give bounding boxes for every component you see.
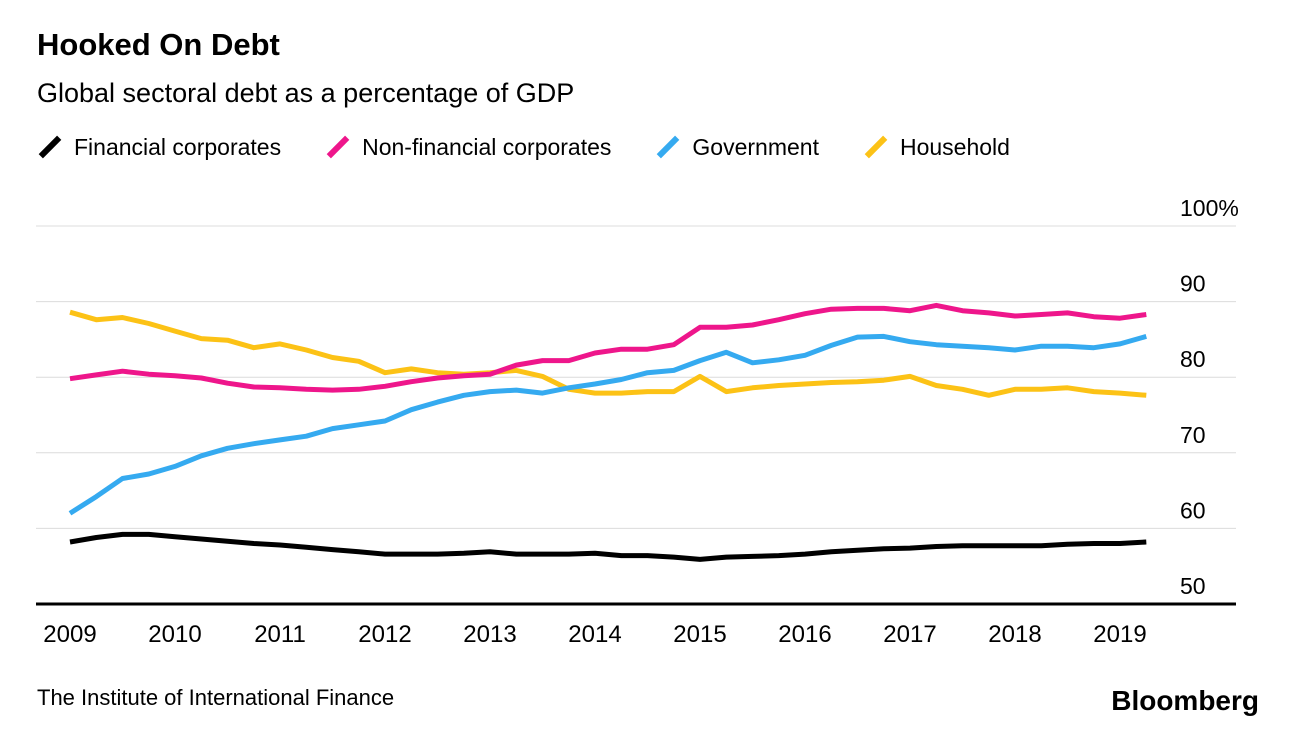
legend: Financial corporates Non-financial corpo… — [37, 130, 1259, 164]
x-axis-tick-label: 2014 — [568, 621, 621, 648]
series-line-government — [68, 333, 1147, 516]
chart-title: Hooked On Debt — [37, 27, 280, 62]
y-axis-tick-label: 50 — [1180, 573, 1206, 599]
chart-footer: The Institute of International Finance B… — [0, 659, 1296, 717]
x-axis-tick-label: 2016 — [778, 621, 831, 648]
legend-label: Government — [692, 133, 819, 160]
bloomberg-logo: Bloomberg — [1111, 685, 1259, 716]
line-swatch-icon — [325, 134, 351, 160]
legend-item-non-financial-corporates: Non-financial corporates — [325, 134, 611, 161]
series-line-non-financial-corporates — [69, 302, 1147, 393]
legend-item-household: Household — [863, 134, 1010, 161]
x-axis-tick-label: 2012 — [358, 621, 411, 648]
chart-header: Hooked On Debt Global sectoral debt as a… — [0, 0, 1296, 164]
line-swatch-icon — [863, 134, 889, 160]
legend-label: Financial corporates — [74, 133, 282, 160]
line-chart: 50 60 70 80 90 100% 2009 2010 2011 2012 2013 2014 20… — [36, 195, 1239, 648]
line-swatch-icon — [37, 134, 63, 160]
y-axis-tick-label: 80 — [1180, 346, 1206, 372]
x-axis-tick-label: 2013 — [463, 621, 516, 648]
chart-subtitle: Global sectoral debt as a percentage of … — [37, 78, 575, 108]
x-axis-tick-label: 2011 — [254, 621, 306, 648]
series-line-financial-corporates — [69, 531, 1147, 562]
series-line-household — [69, 309, 1147, 398]
legend-label: Non-financial corporates — [362, 133, 612, 160]
y-axis-tick-label: 60 — [1180, 497, 1206, 523]
source-label: The Institute of International Finance — [37, 685, 395, 710]
y-axis-tick-label: 90 — [1180, 271, 1206, 297]
x-axis-tick-label: 2019 — [1093, 621, 1146, 648]
x-axis-tick-label: 2010 — [148, 621, 201, 648]
y-axis-tick-label: 100% — [1180, 195, 1239, 221]
x-axis-tick-label: 2018 — [988, 621, 1041, 648]
legend-item-financial-corporates: Financial corporates — [37, 134, 281, 161]
x-axis-tick-label: 2017 — [883, 621, 936, 648]
y-axis-tick-label: 70 — [1180, 422, 1206, 448]
line-swatch-icon — [655, 134, 681, 160]
legend-label: Household — [899, 133, 1010, 160]
legend-item-government: Government — [655, 134, 819, 161]
x-axis-tick-label: 2009 — [43, 621, 96, 648]
x-axis-tick-label: 2015 — [673, 621, 726, 648]
